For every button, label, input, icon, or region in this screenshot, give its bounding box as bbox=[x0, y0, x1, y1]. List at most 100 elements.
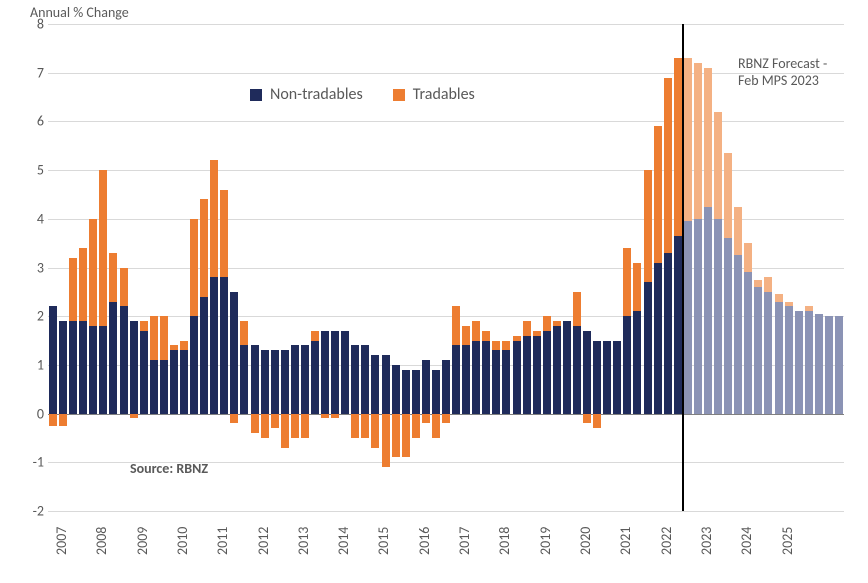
bar-tradables bbox=[200, 199, 208, 296]
bar-non-tradables bbox=[281, 350, 289, 413]
bar-non-tradables bbox=[815, 314, 823, 414]
bar-non-tradables bbox=[79, 321, 87, 414]
bar-group bbox=[130, 24, 138, 511]
bar-group bbox=[120, 24, 128, 511]
bar-group bbox=[633, 24, 641, 511]
bar-group bbox=[553, 24, 561, 511]
bar-tradables bbox=[99, 170, 107, 326]
bar-tradables bbox=[744, 243, 752, 272]
bar-tradables bbox=[230, 414, 238, 424]
bar-group bbox=[563, 24, 571, 511]
bar-tradables bbox=[775, 294, 783, 301]
bar-tradables bbox=[633, 263, 641, 312]
bar-group bbox=[764, 24, 772, 511]
bar-tradables bbox=[89, 219, 97, 326]
bar-tradables bbox=[79, 248, 87, 321]
bar-non-tradables bbox=[664, 253, 672, 414]
x-tick-label: 2014 bbox=[335, 527, 352, 555]
bar-group bbox=[523, 24, 531, 511]
bar-tradables bbox=[311, 331, 319, 341]
bar-group bbox=[89, 24, 97, 511]
bar-group bbox=[109, 24, 117, 511]
x-tick-label: 2011 bbox=[214, 527, 231, 555]
bar-non-tradables bbox=[331, 331, 339, 414]
bar-group bbox=[200, 24, 208, 511]
bar-non-tradables bbox=[190, 316, 198, 413]
bar-non-tradables bbox=[230, 292, 238, 414]
bar-non-tradables bbox=[382, 355, 390, 413]
bar-tradables bbox=[513, 336, 521, 341]
bar-group bbox=[613, 24, 621, 511]
bar-tradables bbox=[180, 341, 188, 351]
bar-non-tradables bbox=[422, 360, 430, 414]
bar-group bbox=[190, 24, 198, 511]
x-tick-label: 2017 bbox=[456, 527, 473, 555]
bar-tradables bbox=[754, 280, 762, 287]
bar-non-tradables bbox=[603, 341, 611, 414]
x-tick-label: 2019 bbox=[537, 527, 554, 555]
bar-group bbox=[603, 24, 611, 511]
bar-tradables bbox=[402, 414, 410, 458]
bar-non-tradables bbox=[130, 321, 138, 414]
bar-non-tradables bbox=[200, 297, 208, 414]
bar-tradables bbox=[160, 316, 168, 360]
legend-swatch-non-tradables bbox=[250, 89, 262, 101]
bar-non-tradables bbox=[553, 326, 561, 414]
bar-group bbox=[623, 24, 631, 511]
x-tick-label: 2022 bbox=[658, 527, 675, 555]
bar-non-tradables bbox=[301, 345, 309, 413]
bar-tradables bbox=[724, 153, 732, 238]
bar-tradables bbox=[805, 306, 813, 311]
bar-non-tradables bbox=[825, 316, 833, 413]
bar-non-tradables bbox=[754, 287, 762, 414]
bar-group bbox=[664, 24, 672, 511]
bar-tradables bbox=[573, 292, 581, 326]
bar-non-tradables bbox=[271, 350, 279, 413]
bar-group bbox=[573, 24, 581, 511]
y-tick-label: 0 bbox=[20, 405, 44, 422]
bar-tradables bbox=[785, 302, 793, 307]
y-tick-label: 7 bbox=[20, 64, 44, 81]
bar-non-tradables bbox=[150, 360, 158, 414]
x-tick-label: 2012 bbox=[255, 527, 272, 555]
bar-group bbox=[240, 24, 248, 511]
x-tick-label: 2021 bbox=[617, 527, 634, 555]
bar-group bbox=[502, 24, 510, 511]
bar-non-tradables bbox=[432, 370, 440, 414]
bar-group bbox=[694, 24, 702, 511]
bar-tradables bbox=[220, 190, 228, 278]
bar-tradables bbox=[593, 414, 601, 429]
bar-tradables bbox=[644, 170, 652, 282]
bar-group bbox=[533, 24, 541, 511]
x-tick-label: 2013 bbox=[295, 527, 312, 555]
bar-tradables bbox=[261, 414, 269, 438]
bar-group bbox=[160, 24, 168, 511]
y-tick-label: 3 bbox=[20, 259, 44, 276]
bar-non-tradables bbox=[361, 345, 369, 413]
bar-non-tradables bbox=[633, 311, 641, 413]
bar-tradables bbox=[49, 414, 57, 426]
bar-tradables bbox=[543, 316, 551, 331]
bar-tradables bbox=[140, 321, 148, 331]
legend-label-tradables: Tradables bbox=[413, 85, 475, 104]
bar-group bbox=[724, 24, 732, 511]
x-tick-label: 2009 bbox=[134, 527, 151, 555]
bar-non-tradables bbox=[220, 277, 228, 413]
bar-non-tradables bbox=[644, 282, 652, 413]
bar-non-tradables bbox=[442, 360, 450, 414]
bar-non-tradables bbox=[805, 311, 813, 413]
bar-group bbox=[805, 24, 813, 511]
bar-group bbox=[170, 24, 178, 511]
bar-non-tradables bbox=[89, 326, 97, 414]
bar-non-tradables bbox=[59, 321, 67, 414]
bar-group bbox=[150, 24, 158, 511]
bar-group bbox=[704, 24, 712, 511]
bar-group bbox=[543, 24, 551, 511]
bar-group bbox=[140, 24, 148, 511]
bar-non-tradables bbox=[533, 336, 541, 414]
bar-tradables bbox=[492, 341, 500, 351]
source-label: Source: RBNZ bbox=[130, 460, 208, 477]
bar-non-tradables bbox=[240, 345, 248, 413]
bar-non-tradables bbox=[623, 316, 631, 413]
bar-group bbox=[714, 24, 722, 511]
